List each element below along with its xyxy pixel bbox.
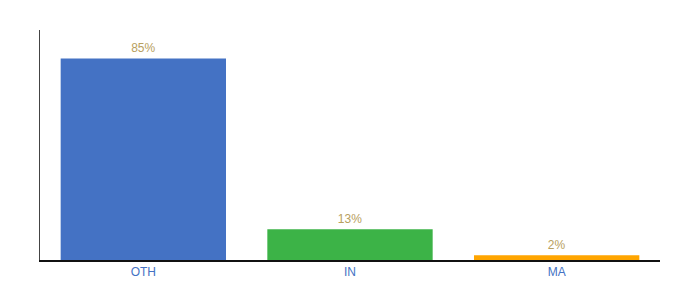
svg-text:MA: MA bbox=[548, 265, 566, 279]
svg-text:OTH: OTH bbox=[131, 265, 156, 279]
svg-text:85%: 85% bbox=[131, 41, 155, 55]
svg-text:IN: IN bbox=[344, 265, 356, 279]
svg-text:2%: 2% bbox=[548, 238, 566, 252]
svg-text:13%: 13% bbox=[338, 212, 362, 226]
